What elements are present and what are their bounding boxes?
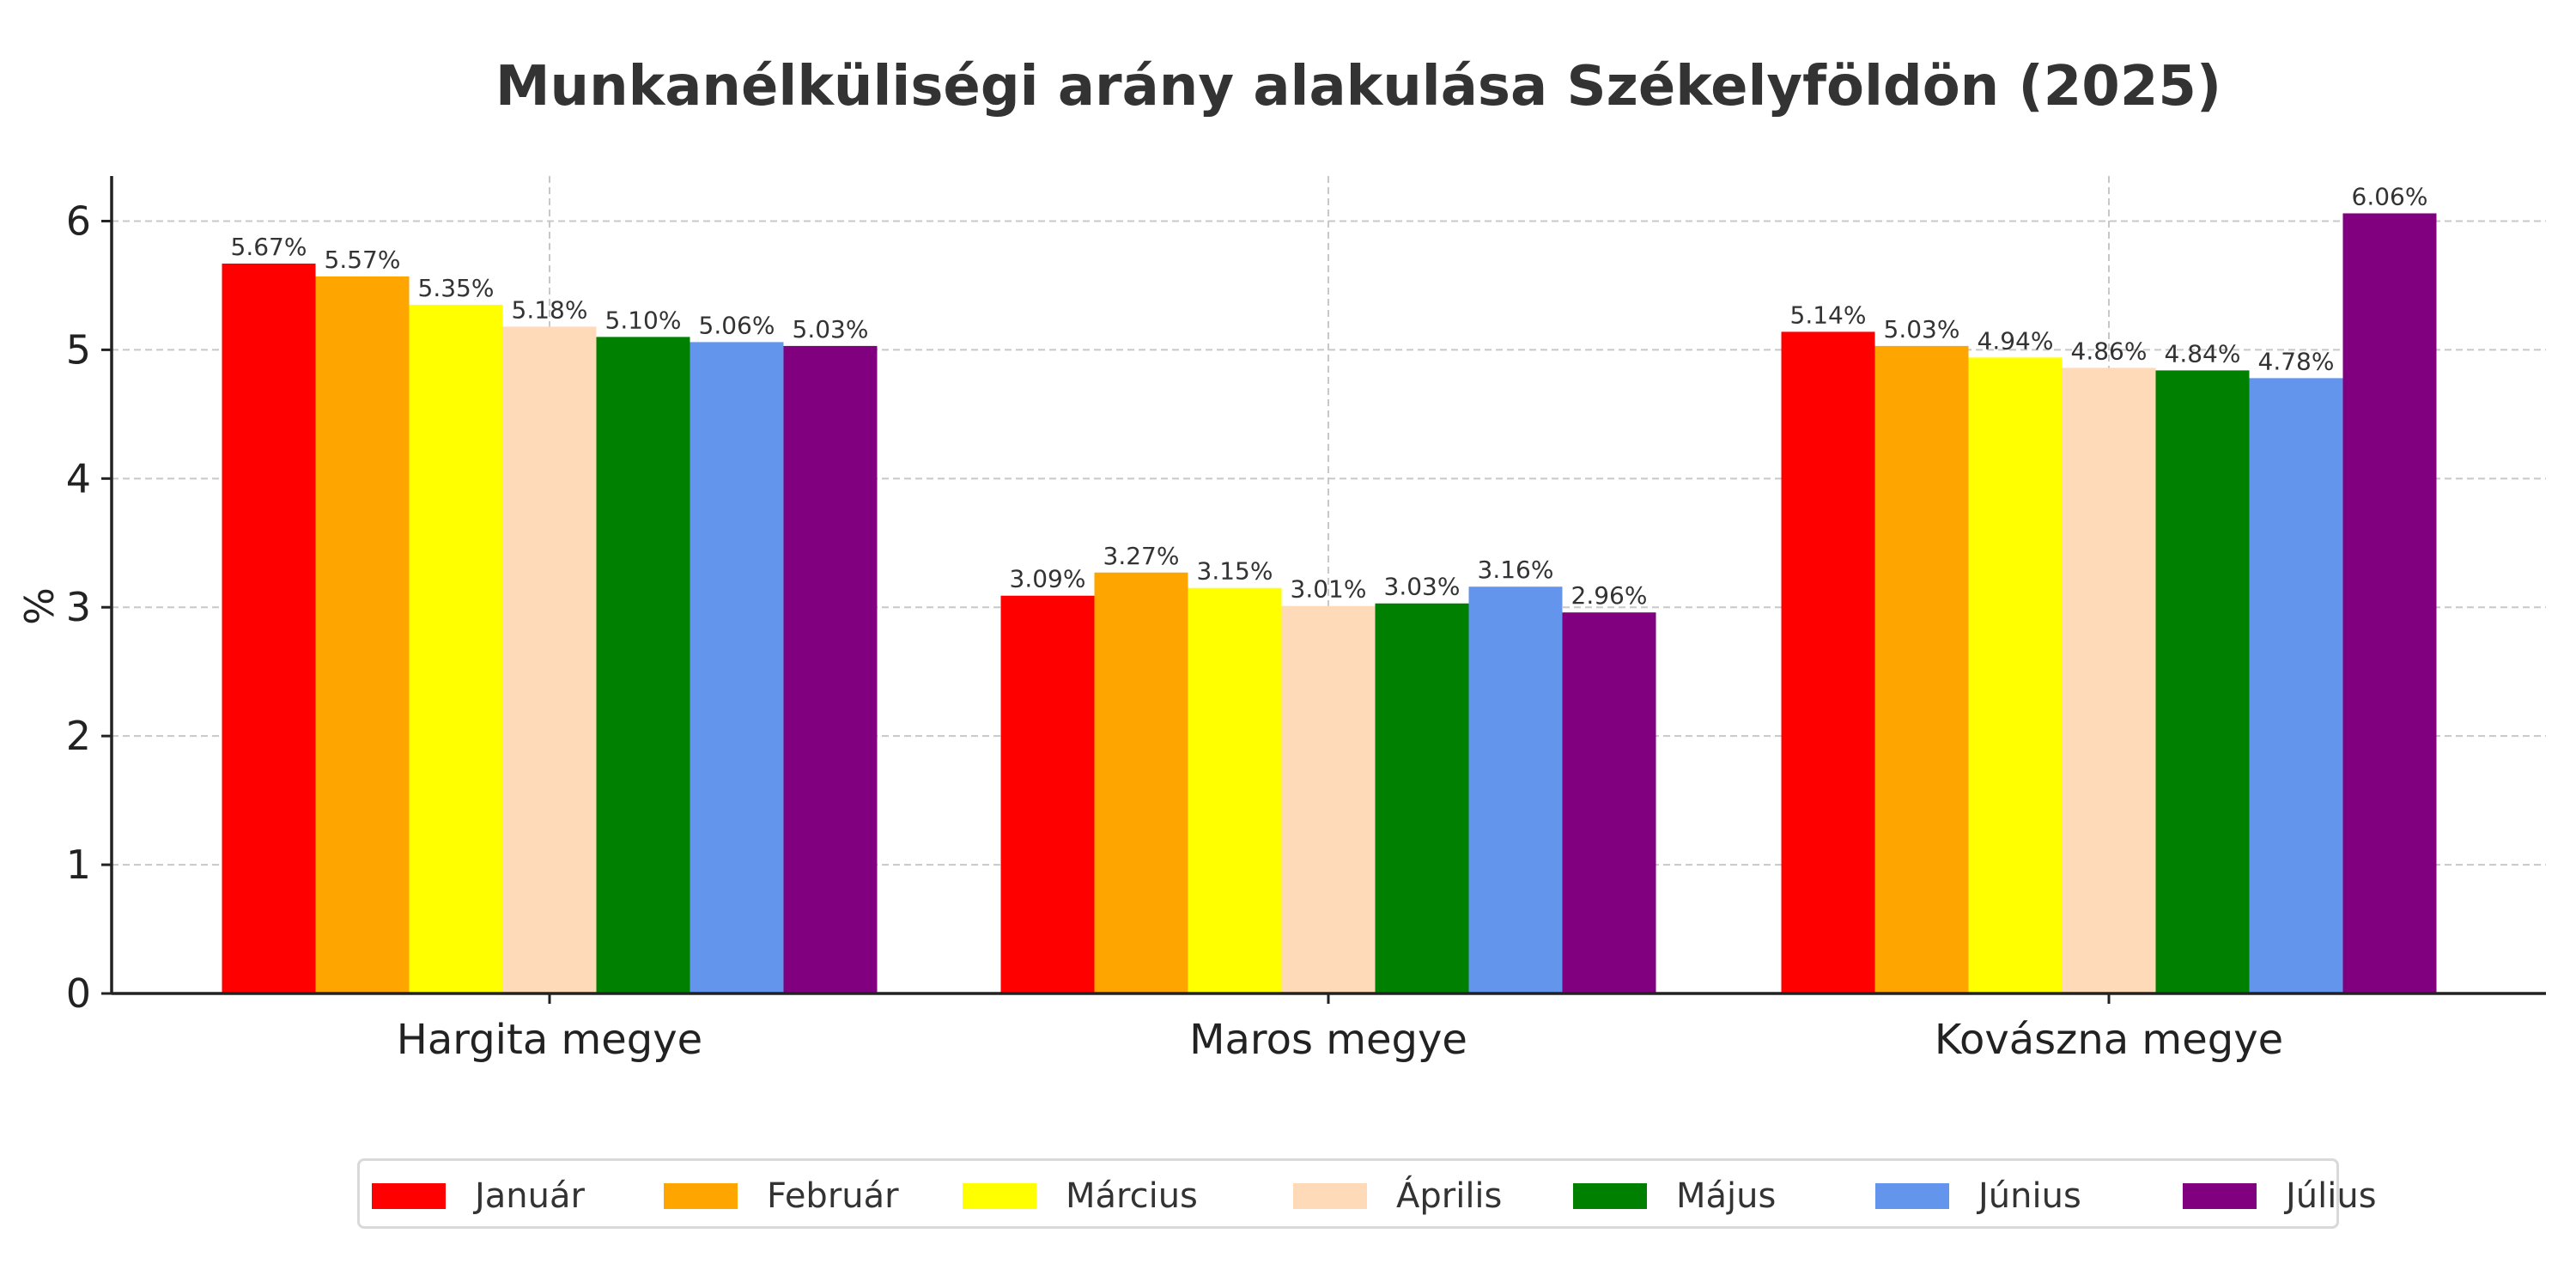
data-label: 5.10%: [605, 306, 682, 334]
legend-swatch: [372, 1183, 446, 1209]
data-label: 3.09%: [1010, 565, 1086, 593]
legend-swatch: [1293, 1183, 1367, 1209]
y-tick-label: 1: [66, 841, 91, 888]
bar: [1874, 345, 1969, 993]
y-tick-label: 0: [66, 970, 91, 1017]
data-label: 5.06%: [699, 311, 775, 339]
x-tick-label: Maros megye: [1189, 1016, 1467, 1064]
data-label: 4.84%: [2165, 339, 2241, 368]
x-tick-label: Hargita megye: [397, 1016, 702, 1064]
bar: [690, 342, 784, 993]
data-label: 5.03%: [793, 315, 869, 343]
data-label: 4.86%: [2071, 337, 2148, 365]
bar: [409, 304, 503, 993]
bar: [783, 345, 878, 993]
legend-swatch: [1875, 1183, 1949, 1209]
legend-swatch: [963, 1183, 1036, 1209]
bar: [502, 326, 597, 994]
legend-item: Május: [1573, 1161, 1776, 1231]
bar: [1781, 331, 1875, 993]
legend-swatch: [1573, 1183, 1647, 1209]
y-tick-label: 4: [66, 455, 91, 501]
legend-item: Január: [372, 1161, 585, 1231]
bar: [2062, 368, 2156, 993]
data-label: 6.06%: [2352, 182, 2428, 210]
bar: [2342, 213, 2437, 993]
y-tick-label: 6: [66, 197, 91, 244]
data-label: 5.14%: [1790, 301, 1867, 329]
bar: [1188, 587, 1282, 993]
legend-item: Június: [1875, 1161, 2081, 1231]
bar: [1375, 603, 1469, 993]
bar: [1468, 586, 1563, 993]
data-labels-layer: 5.67% 5.57% 5.35% 5.18% 5.10% 5.06% 5.03% 3.09%…: [231, 182, 2428, 610]
data-label: 5.18%: [512, 295, 588, 324]
data-label: 3.15%: [1197, 557, 1273, 586]
legend-item: Július: [2183, 1161, 2377, 1231]
bar: [1094, 572, 1188, 993]
bar: [222, 263, 316, 994]
bars-layer: [222, 213, 2437, 994]
data-label: 5.67%: [231, 233, 307, 261]
bar: [2249, 378, 2343, 994]
data-label: 3.03%: [1384, 573, 1461, 601]
legend-label: Május: [1676, 1176, 1777, 1216]
data-label: 3.01%: [1291, 575, 1367, 604]
x-tick-label: Kovászna megye: [1935, 1016, 2283, 1064]
y-tick-label: 5: [66, 326, 91, 373]
y-tick-label: 3: [66, 584, 91, 630]
data-label: 4.94%: [1978, 326, 2054, 355]
y-axis-label: %: [16, 587, 63, 625]
legend-label: Március: [1066, 1176, 1198, 1216]
bar: [315, 276, 410, 993]
legend-swatch: [2183, 1183, 2257, 1209]
data-label: 4.78%: [2258, 347, 2335, 375]
y-tick-label: 2: [66, 713, 91, 759]
bar: [596, 337, 690, 993]
legend-item: Március: [963, 1161, 1198, 1231]
data-label: 3.27%: [1103, 542, 1180, 570]
legend-label: Június: [1978, 1176, 2081, 1216]
bar: [2155, 370, 2250, 993]
legend-item: Február: [664, 1161, 899, 1231]
bar: [1968, 357, 2063, 993]
legend-label: Január: [475, 1176, 585, 1216]
data-label: 3.16%: [1478, 556, 1554, 584]
data-label: 5.35%: [418, 274, 495, 302]
bar: [1281, 605, 1376, 993]
legend: Január Február Március Április Május Június Jú…: [357, 1158, 2377, 1231]
bar: [1000, 595, 1095, 993]
data-label: 5.03%: [1884, 315, 1960, 343]
axes-layer: 0 1 2 3 4 5 6 Hargita megye Maros megye Kovászna …: [66, 176, 2546, 1064]
data-label: 5.57%: [325, 246, 401, 274]
legend-label: Április: [1396, 1176, 1503, 1216]
chart-title: Munkanélküliségi arány alakulása Székely…: [495, 55, 2221, 118]
bar: [1562, 612, 1656, 993]
legend-label: Július: [2286, 1176, 2377, 1216]
data-label: 2.96%: [1571, 581, 1648, 610]
legend-swatch: [664, 1183, 738, 1209]
legend-item: Április: [1293, 1161, 1502, 1231]
legend-label: Február: [767, 1176, 899, 1216]
